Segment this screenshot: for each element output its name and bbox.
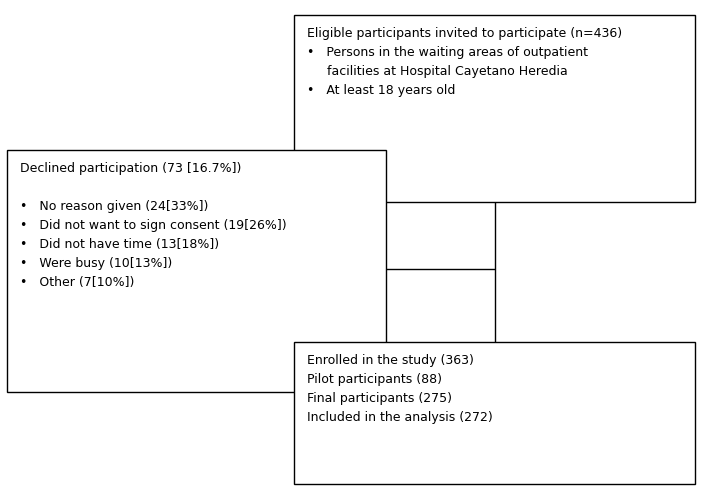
Bar bbox=[294, 342, 695, 484]
Text: Enrolled in the study (363): Enrolled in the study (363) bbox=[307, 354, 474, 367]
Text: Included in the analysis (272): Included in the analysis (272) bbox=[307, 411, 493, 424]
Text: Final participants (275): Final participants (275) bbox=[307, 392, 452, 405]
Text: •   No reason given (24[33%]): • No reason given (24[33%]) bbox=[20, 200, 208, 213]
Bar bbox=[7, 150, 386, 392]
Text: •   Did not want to sign consent (19[26%]): • Did not want to sign consent (19[26%]) bbox=[20, 219, 286, 232]
Text: •   Did not have time (13[18%]): • Did not have time (13[18%]) bbox=[20, 238, 219, 251]
Text: •   Other (7[10%]): • Other (7[10%]) bbox=[20, 276, 134, 289]
Text: Pilot participants (88): Pilot participants (88) bbox=[307, 373, 442, 386]
Text: •   Were busy (10[13%]): • Were busy (10[13%]) bbox=[20, 257, 172, 270]
Bar bbox=[294, 15, 695, 202]
Text: •   Persons in the waiting areas of outpatient: • Persons in the waiting areas of outpat… bbox=[307, 46, 588, 59]
Text: •   At least 18 years old: • At least 18 years old bbox=[307, 84, 455, 97]
Text: Eligible participants invited to participate (n=436): Eligible participants invited to partici… bbox=[307, 27, 622, 40]
Text: Declined participation (73 [16.7%]): Declined participation (73 [16.7%]) bbox=[20, 162, 241, 175]
Text: facilities at Hospital Cayetano Heredia: facilities at Hospital Cayetano Heredia bbox=[307, 65, 568, 78]
